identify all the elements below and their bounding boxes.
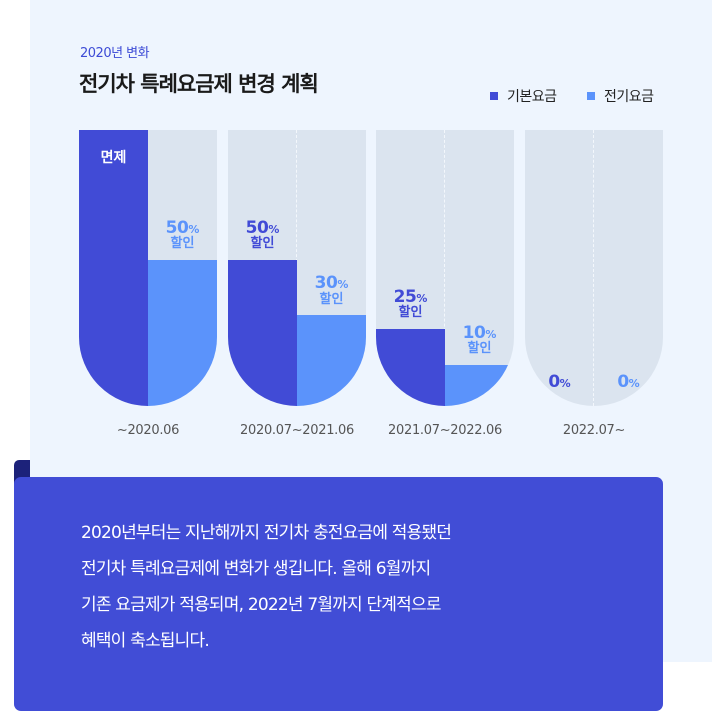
data-label: 30% 할인 <box>297 274 366 307</box>
base-bar <box>376 328 445 406</box>
period-label: 2022.07~ <box>562 423 626 438</box>
note-box: 2020년부터는 지난해까지 전기차 충전요금에 적용됐던 전기차 특례요금제에… <box>14 477 663 711</box>
bar-group: 25% 할인 10% 할인 <box>376 130 514 406</box>
data-label-value: 0 <box>548 372 560 393</box>
data-label-text: 할인 <box>170 236 195 252</box>
note-line: 혜택이 축소됩니다. <box>81 631 210 651</box>
data-label-unit: % <box>485 327 497 341</box>
data-label-unit: % <box>268 222 280 236</box>
base-half: 25% 할인 <box>376 130 445 406</box>
period-label: ~2020.06 <box>116 423 180 438</box>
data-label-value: 30 <box>314 272 338 293</box>
data-label-unit: % <box>559 377 571 391</box>
charge-half: 30% 할인 <box>297 130 366 406</box>
charge-bar <box>148 259 217 406</box>
data-label-unit: % <box>628 377 640 391</box>
data-label-value: 50 <box>245 217 269 238</box>
data-label: 50% 할인 <box>148 217 217 252</box>
base-half: 면제 <box>79 130 148 406</box>
charge-bar <box>297 314 366 406</box>
data-label-unit: % <box>188 222 200 236</box>
data-label-text: 할인 <box>319 291 344 307</box>
base-half: 0% <box>525 130 594 406</box>
exempt-label: 면제 <box>100 150 127 166</box>
legend-label-charge: 전기요금 <box>604 89 654 105</box>
base-half: 50% 할인 <box>228 130 297 406</box>
data-label-unit: % <box>416 291 428 305</box>
data-label: 0% <box>594 373 663 392</box>
legend-item-base: 기본요금 <box>490 86 557 106</box>
data-label: 25% 할인 <box>376 286 445 321</box>
period-label: 2020.07~2021.06 <box>240 423 354 438</box>
charge-half: 0% <box>594 130 663 406</box>
base-bar <box>228 259 297 406</box>
charge-bar <box>445 364 514 406</box>
period-label: 2021.07~2022.06 <box>388 423 502 438</box>
data-label-unit: % <box>337 277 349 291</box>
subtitle: 2020년 변화 <box>80 46 150 61</box>
data-label: 50% 할인 <box>228 217 297 252</box>
data-label-value: 50 <box>165 217 189 238</box>
data-label-value: 0 <box>617 372 629 393</box>
legend-item-charge: 전기요금 <box>587 86 654 106</box>
data-label-text: 할인 <box>250 236 275 252</box>
page-title: 전기차 특례요금제 변경 계획 <box>79 72 319 96</box>
legend-label-base: 기본요금 <box>507 89 557 105</box>
data-label-value: 10 <box>462 322 486 343</box>
bar-group: 50% 할인 30% 할인 <box>228 130 366 406</box>
charge-half: 50% 할인 <box>148 130 217 406</box>
legend-swatch-charge <box>587 92 595 100</box>
divider-line <box>444 130 445 406</box>
base-bar <box>79 130 148 406</box>
note-text: 2020년부터는 지난해까지 전기차 충전요금에 적용됐던 전기차 특례요금제에… <box>81 515 452 659</box>
charge-half: 10% 할인 <box>445 130 514 406</box>
note-line: 기존 요금제가 적용되며, 2022년 7월까지 단계적으로 <box>81 595 441 615</box>
data-label: 0% <box>525 373 594 392</box>
divider-line <box>593 130 594 406</box>
legend-swatch-base <box>490 92 498 100</box>
note-line: 전기차 특례요금제에 변화가 생깁니다. 올해 6월까지 <box>81 559 431 579</box>
data-label: 10% 할인 <box>445 322 514 357</box>
data-label-text: 할인 <box>467 341 492 357</box>
bar-group: 면제 50% 할인 <box>79 130 217 406</box>
data-label-text: 할인 <box>398 305 423 321</box>
bar-group: 0% 0% <box>525 130 663 406</box>
note-line: 2020년부터는 지난해까지 전기차 충전요금에 적용됐던 <box>81 523 452 543</box>
data-label-value: 25 <box>393 286 417 307</box>
